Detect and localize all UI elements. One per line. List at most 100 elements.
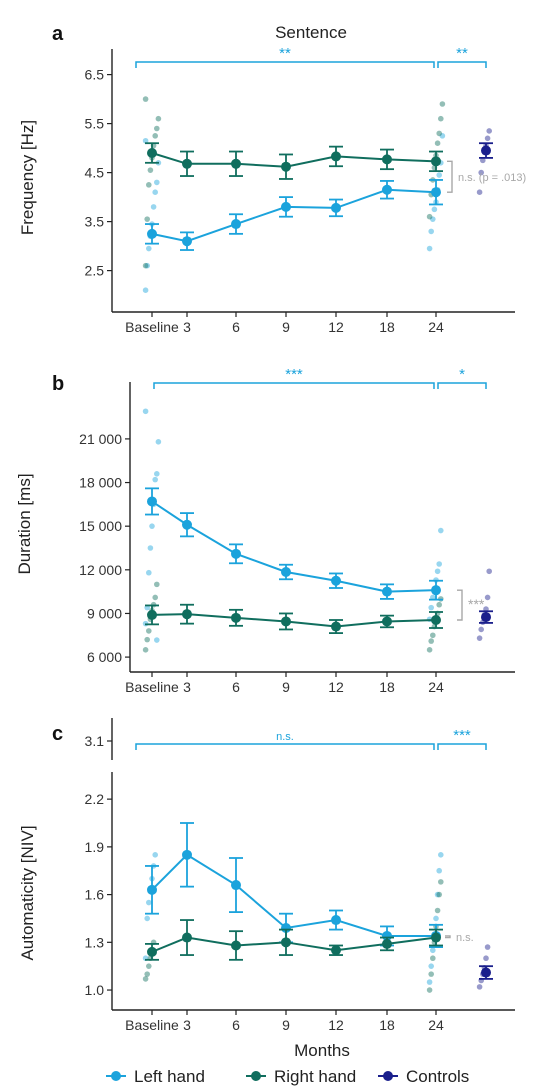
y-tick-label: 1.3	[85, 934, 105, 950]
raw-point-right	[155, 115, 162, 122]
point-left	[231, 548, 241, 559]
raw-point-controls	[486, 128, 493, 134]
point-left	[182, 236, 192, 247]
raw-point-controls	[478, 626, 485, 633]
y-tick-label: 1.9	[85, 839, 105, 855]
point-left	[382, 930, 392, 941]
x-tick-label: Baseline	[125, 1017, 179, 1033]
significance-bracket	[437, 743, 487, 750]
x-tick-label: 9	[282, 319, 290, 335]
point-right	[147, 946, 157, 957]
raw-point-left	[434, 891, 441, 898]
raw-point-left	[438, 852, 444, 858]
point-right	[382, 616, 392, 627]
x-tick-label: 6	[232, 1017, 240, 1033]
raw-point-right	[436, 130, 443, 137]
point-left	[431, 187, 441, 198]
significance-bracket	[135, 61, 435, 68]
raw-point-controls	[476, 189, 483, 195]
point-right	[231, 940, 241, 951]
x-tick-label: 18	[379, 679, 395, 695]
raw-point-left	[431, 206, 438, 213]
side-bracket	[445, 935, 451, 939]
x-tick-label: 12	[328, 1017, 344, 1033]
raw-point-left	[142, 408, 149, 415]
point-left	[231, 880, 241, 891]
legend-swatch-left	[111, 1071, 121, 1081]
point-left	[331, 575, 341, 586]
raw-point-right	[436, 601, 443, 608]
x-tick-label: 3	[183, 319, 191, 335]
raw-point-left	[152, 476, 158, 483]
point-left	[231, 219, 241, 230]
point-right	[231, 158, 241, 169]
x-tick-label: 12	[328, 319, 344, 335]
raw-point-right	[430, 632, 436, 639]
raw-point-right	[152, 133, 158, 139]
panel-b: b 6 000 9 000 12 000 15 000 18 000 21 000 Basel…	[15, 366, 515, 695]
point-right	[382, 938, 392, 949]
series-line-left	[151, 500, 437, 593]
legend-label-controls: Controls	[406, 1067, 469, 1086]
y-tick-label: 4.5	[85, 165, 105, 181]
raw-point-right	[146, 963, 152, 969]
x-tick-label: 3	[183, 679, 191, 695]
y-tick-label: 1.0	[85, 982, 105, 998]
x-axis-label: Months	[294, 1041, 350, 1060]
x-tick-label: 18	[379, 319, 395, 335]
raw-point-controls	[484, 594, 491, 601]
side-significance-label: n.s.	[456, 932, 474, 944]
raw-point-right	[430, 955, 436, 962]
raw-point-left	[142, 287, 149, 294]
raw-point-left	[155, 439, 162, 445]
x-tick-label: 24	[428, 319, 444, 335]
raw-point-left	[430, 216, 436, 222]
y-tick-label: 12 000	[79, 562, 122, 578]
raw-point-left	[146, 899, 152, 906]
raw-point-left	[439, 133, 446, 139]
point-right	[281, 616, 291, 627]
panel-a: a 2.5 3.5 4.5 5.5 6.5 Baseline 3 6 9 12 18 24 Frequen…	[18, 23, 526, 335]
raw-point-right	[154, 125, 160, 132]
raw-point-right	[144, 216, 150, 222]
raw-point-right	[434, 907, 441, 914]
y-tick-label: 21 000	[79, 431, 122, 447]
x-tick-label: Baseline	[125, 319, 179, 335]
side-bracket	[457, 589, 463, 621]
raw-point-right	[142, 96, 149, 102]
raw-point-controls	[480, 157, 486, 164]
y-tick-label: 2.5	[85, 263, 105, 279]
raw-point-controls	[484, 944, 491, 950]
raw-point-controls	[483, 955, 489, 962]
panel-letter: b	[52, 373, 64, 395]
point-right	[182, 609, 192, 620]
x-tick-label: 24	[428, 679, 444, 695]
panel-letter: a	[52, 23, 64, 45]
y-tick-label: 5.5	[85, 116, 105, 132]
x-tick-label: 6	[232, 319, 240, 335]
point-controls	[481, 145, 491, 156]
point-controls	[481, 967, 491, 978]
legend-label-right: Right hand	[274, 1067, 356, 1086]
significance-label: ***	[285, 366, 303, 383]
raw-point-left	[428, 963, 435, 969]
raw-point-right	[144, 636, 150, 643]
point-left	[182, 519, 192, 530]
raw-point-left	[142, 137, 149, 144]
raw-point-right	[142, 976, 149, 982]
x-tick-label: 9	[282, 1017, 290, 1033]
point-right	[431, 156, 441, 167]
raw-point-left	[154, 179, 160, 186]
raw-point-right	[428, 971, 435, 977]
point-right	[281, 937, 291, 948]
point-right	[331, 945, 341, 956]
raw-point-left	[154, 471, 160, 477]
raw-point-left	[426, 245, 433, 252]
legend-swatch-right	[251, 1071, 261, 1081]
significance-bracket	[437, 61, 487, 68]
raw-point-left	[428, 604, 435, 611]
point-right	[431, 615, 441, 625]
significance-label: **	[456, 45, 468, 62]
point-right	[382, 154, 392, 165]
